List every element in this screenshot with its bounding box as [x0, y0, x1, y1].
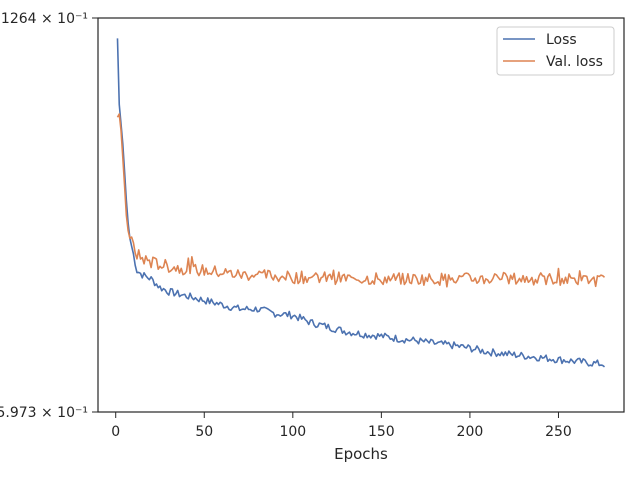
series-line-loss — [116, 38, 606, 368]
legend-label-val-loss: Val. loss — [546, 54, 603, 70]
series-line-val-loss — [116, 113, 606, 288]
series-lines — [116, 38, 606, 368]
y-axis-ticks: 1.1264 × 10⁻¹ 5.973 × 10⁻¹ — [0, 11, 98, 421]
plot-frame — [97, 17, 625, 413]
y-tick-label: 1.1264 × 10⁻¹ — [0, 11, 88, 27]
x-axis-ticks: 0 50 100 150 200 250 — [111, 412, 572, 440]
y-tick-label: 5.973 × 10⁻¹ — [0, 405, 88, 421]
x-axis-label: Epochs — [334, 445, 388, 463]
x-tick-label: 150 — [368, 424, 395, 440]
x-tick-label: 0 — [111, 424, 120, 440]
plot-area: 0 50 100 150 200 250 1.1264 × 10⁻¹ 5.973 × 10⁻… — [0, 11, 625, 440]
legend-label-loss: Loss — [546, 32, 577, 48]
legend: Loss Val. loss — [496, 26, 615, 76]
x-tick-label: 250 — [545, 424, 572, 440]
x-tick-label: 50 — [195, 424, 213, 440]
x-tick-label: 200 — [457, 424, 484, 440]
x-tick-label: 100 — [279, 424, 306, 440]
